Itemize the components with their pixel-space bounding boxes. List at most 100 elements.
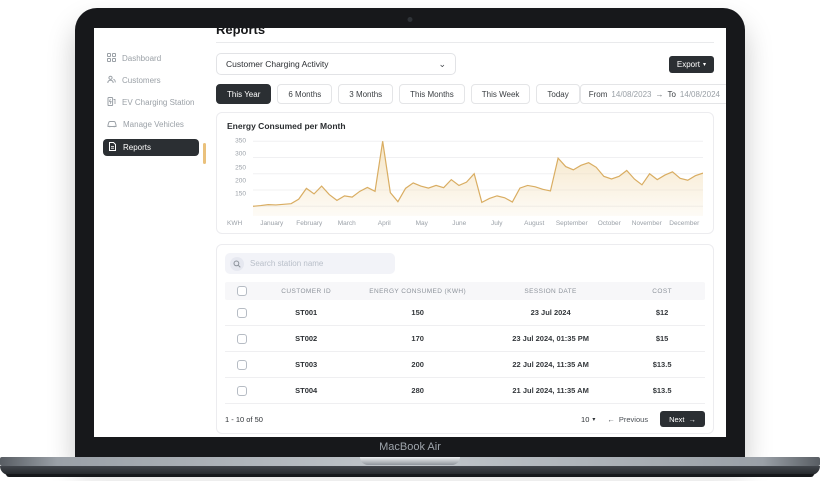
time-filter-chips: This Year 6 Months 3 Months This Months …	[216, 84, 580, 104]
sidebar-item-ev-charging-station[interactable]: EV Charging Station	[107, 95, 196, 110]
report-type-select[interactable]: Customer Charging Activity ⌄	[216, 53, 456, 75]
chart-title: Energy Consumed per Month	[227, 121, 346, 131]
x-axis-label: May	[415, 220, 428, 227]
y-tick: 350	[235, 137, 246, 145]
sidebar-item-label: Reports	[123, 143, 152, 152]
laptop-base-body	[0, 466, 820, 475]
table-header: CUSTOMER ID ENERGY CONSUMED (KWH) SESSIO…	[225, 282, 705, 300]
cell-customer-id: ST001	[295, 308, 318, 317]
x-axis: January February March April May June Ju…	[253, 216, 703, 227]
sidebar-item-reports[interactable]: Reports	[103, 139, 199, 156]
export-button-label: Export	[676, 59, 700, 69]
x-axis-label: July	[490, 220, 503, 227]
device-label: MacBook Air	[379, 441, 441, 453]
energy-area-chart	[253, 138, 703, 216]
cell-customer-id: ST003	[295, 360, 318, 369]
chart-area: 350 300 250 200 150 KWH Janua	[227, 138, 703, 227]
pagination-range: 1 - 10 of 50	[225, 414, 263, 424]
previous-button[interactable]: ← Previous	[607, 415, 648, 424]
dashboard-grid-icon	[107, 53, 116, 64]
row-checkbox[interactable]	[237, 385, 247, 396]
x-axis-label: March	[337, 220, 356, 227]
arrow-left-icon: ←	[607, 414, 615, 424]
active-item-indicator	[203, 143, 206, 164]
x-axis-label: June	[452, 220, 467, 227]
vehicle-icon	[107, 119, 117, 130]
laptop-screen-bezel: Dashboard Customers	[75, 8, 745, 457]
webcam-icon	[407, 17, 413, 22]
x-axis-label: August	[524, 220, 545, 227]
chevron-down-icon: ⌄	[438, 58, 446, 69]
filters-row: This Year 6 Months 3 Months This Months …	[216, 84, 726, 104]
customers-icon	[107, 75, 116, 86]
cell-energy: 280	[411, 386, 424, 395]
cell-customer-id: ST002	[295, 334, 318, 343]
date-to-label: To	[667, 89, 676, 99]
filter-chip-this-months[interactable]: This Months	[399, 84, 465, 104]
screen-content: Dashboard Customers	[94, 28, 726, 437]
cell-energy: 170	[411, 334, 424, 343]
filter-chip-6-months[interactable]: 6 Months	[277, 84, 333, 104]
date-from-label: From	[588, 89, 608, 99]
x-axis-label: February	[296, 220, 323, 227]
next-button[interactable]: Next →	[660, 411, 705, 427]
previous-button-label: Previous	[618, 414, 649, 424]
caret-down-icon: ▾	[702, 61, 706, 68]
filter-chip-this-week[interactable]: This Week	[470, 84, 531, 104]
sidebar-item-customers[interactable]: Customers	[107, 73, 196, 88]
y-axis: 350 300 250 200 150	[227, 138, 253, 216]
y-tick: 200	[235, 177, 246, 185]
col-energy-consumed: ENERGY CONSUMED (KWH)	[369, 287, 467, 295]
date-range-picker[interactable]: From 14/08/2023 → To 14/08/2024	[579, 84, 726, 104]
sessions-table-card: CUSTOMER ID ENERGY CONSUMED (KWH) SESSIO…	[216, 244, 714, 434]
reports-icon	[108, 142, 117, 153]
y-tick: 250	[235, 164, 246, 172]
arrow-right-icon: →	[655, 89, 664, 99]
cell-cost: $15	[655, 334, 669, 343]
cell-energy: 150	[411, 308, 424, 317]
cell-energy: 200	[411, 360, 424, 369]
page-size-select[interactable]: 10 ▾	[581, 415, 595, 424]
x-axis-label: January	[260, 220, 284, 227]
y-tick: 150	[235, 190, 246, 198]
x-axis-label: December	[669, 220, 700, 227]
x-axis-label: November	[631, 220, 662, 227]
sidebar-item-dashboard[interactable]: Dashboard	[107, 51, 196, 66]
pagination-controls: 10 ▾ ← Previous Next →	[581, 411, 705, 427]
page-title: Reports	[216, 28, 714, 43]
table-row[interactable]: ST004 280 21 Jul 2024, 11:35 AM $13.5	[225, 378, 705, 404]
cell-cost: $13.5	[652, 360, 672, 369]
row-checkbox[interactable]	[237, 333, 247, 344]
sidebar-item-label: Manage Vehicles	[123, 120, 184, 129]
cell-session-date: 23 Jul 2024, 01:35 PM	[512, 334, 589, 343]
table-row[interactable]: ST003 200 22 Jul 2024, 11:35 AM $13.5	[225, 352, 705, 378]
col-session-date: SESSION DATE	[524, 287, 577, 295]
table-row[interactable]: ST002 170 23 Jul 2024, 01:35 PM $15	[225, 326, 705, 352]
filter-chip-this-year[interactable]: This Year	[216, 84, 272, 104]
sidebar-item-manage-vehicles[interactable]: Manage Vehicles	[107, 117, 196, 132]
cell-customer-id: ST004	[295, 386, 318, 395]
select-all-checkbox[interactable]	[237, 286, 247, 296]
date-from-value: 14/08/2023	[611, 89, 652, 99]
filter-chip-3-months[interactable]: 3 Months	[338, 84, 394, 104]
filter-chip-today[interactable]: Today	[536, 84, 580, 104]
arrow-right-icon: →	[688, 414, 697, 424]
row-checkbox[interactable]	[237, 359, 247, 370]
laptop-base-lip	[6, 474, 814, 477]
pagination: 1 - 10 of 50 10 ▾ ← Previous	[225, 411, 705, 427]
search-input[interactable]	[250, 259, 390, 268]
page-size-value: 10	[581, 414, 590, 424]
export-button[interactable]: Export ▾	[668, 55, 714, 73]
table-row[interactable]: ST001 150 23 Jul 2024 $12	[225, 300, 705, 326]
date-to-value: 14/08/2024	[679, 89, 720, 99]
row-checkbox[interactable]	[237, 307, 247, 318]
laptop-base-notch	[360, 457, 460, 465]
app-window: Dashboard Customers	[94, 28, 726, 437]
sidebar: Dashboard Customers	[94, 28, 206, 437]
col-customer-id: CUSTOMER ID	[281, 287, 332, 295]
main-content: Reports Customer Charging Activity ⌄ Exp…	[206, 28, 726, 437]
cell-session-date: 23 Jul 2024	[530, 308, 571, 317]
sidebar-item-label: Customers	[122, 76, 161, 85]
station-search[interactable]	[225, 253, 395, 274]
